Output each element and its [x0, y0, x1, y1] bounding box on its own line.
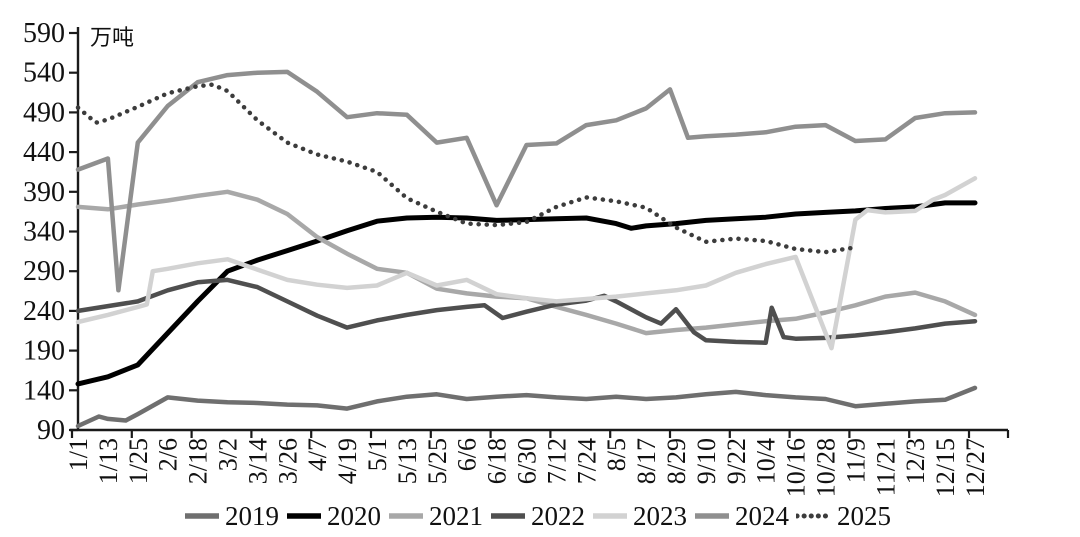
series-line-2019 — [75, 385, 978, 429]
x-tick-label: 6/30 — [513, 438, 542, 484]
series-line-2020 — [75, 200, 978, 387]
series-line-2024 — [75, 69, 978, 293]
x-tick-label: 10/28 — [812, 438, 841, 497]
legend-item-2024: 2024 — [694, 499, 794, 533]
x-tick-label: 5/13 — [393, 438, 422, 484]
y-tick-label: 490 — [23, 97, 65, 128]
x-tick-label: 7/24 — [572, 438, 601, 484]
legend-label-2025: 2025 — [837, 501, 891, 531]
legend-label-2019: 2019 — [225, 501, 279, 531]
x-tick-label: 6/6 — [453, 438, 482, 471]
x-tick-label: 5/1 — [363, 438, 392, 471]
series-line-2023 — [75, 176, 978, 351]
y-tick-label: 290 — [23, 256, 65, 287]
legend-item-2023: 2023 — [592, 499, 692, 533]
x-tick-label: 9/22 — [722, 438, 751, 484]
x-tick-label: 1/13 — [94, 438, 123, 484]
x-tick-label: 8/17 — [632, 438, 661, 484]
x-tick-label: 8/5 — [602, 438, 631, 471]
y-tick-label: 140 — [23, 375, 65, 406]
x-tick-label: 8/29 — [662, 438, 691, 484]
y-axis-labels: 90 140 190 240 290 340 390 440 490 540 590 — [23, 18, 65, 446]
y-tick-label: 190 — [23, 336, 65, 367]
legend-swatch-2022 — [491, 513, 525, 519]
legend-label-2022: 2022 — [531, 501, 585, 531]
y-tick-label: 240 — [23, 296, 65, 327]
legend-swatch-2023 — [593, 513, 627, 519]
y-tick-label: 540 — [23, 58, 65, 89]
x-tick-label: 10/4 — [752, 438, 781, 484]
x-tick-label: 12/27 — [961, 438, 990, 497]
legend-item-2019: 2019 — [184, 499, 284, 533]
x-tick-label: 6/18 — [483, 438, 512, 484]
x-tick-label: 4/7 — [303, 438, 332, 471]
series-line-2025 — [75, 82, 858, 255]
chart-legend: 2019 2020 2021 2022 2023 2024 2025 — [0, 499, 1080, 533]
legend-label-2024: 2024 — [735, 501, 789, 531]
y-tick-label: 340 — [23, 217, 65, 248]
legend-item-2020: 2020 — [286, 499, 386, 533]
x-tick-label: 1/1 — [64, 438, 93, 471]
legend-swatch-2021 — [389, 513, 423, 519]
x-tick-label: 11/9 — [841, 438, 870, 483]
y-tick-label: 90 — [37, 415, 65, 446]
legend-swatch-2020 — [287, 513, 321, 519]
x-tick-label: 3/14 — [243, 438, 272, 484]
x-tick-label: 2/6 — [154, 438, 183, 471]
x-axis-labels: 1/1 1/13 1/25 2/6 2/18 3/2 3/14 3/26 4/7 4/19 5/1 5… — [64, 438, 990, 497]
legend-label-2023: 2023 — [633, 501, 687, 531]
x-tick-label: 4/19 — [333, 438, 362, 484]
x-tick-label: 12/15 — [931, 438, 960, 497]
legend-item-2025: 2025 — [796, 499, 896, 533]
x-tick-label: 1/25 — [124, 438, 153, 484]
x-tick-label: 3/26 — [273, 438, 302, 484]
y-tick-label: 440 — [23, 137, 65, 168]
y-tick-label: 390 — [23, 177, 65, 208]
x-tick-label: 11/21 — [871, 438, 900, 496]
legend-swatch-2025 — [796, 513, 832, 519]
x-tick-label: 3/2 — [214, 438, 243, 471]
legend-label-2020: 2020 — [327, 501, 381, 531]
axes — [69, 27, 1010, 438]
x-tick-label: 2/18 — [184, 438, 213, 484]
legend-item-2022: 2022 — [490, 499, 590, 533]
x-tick-label: 5/25 — [423, 438, 452, 484]
legend-swatch-2019 — [185, 513, 219, 519]
x-tick-label: 7/12 — [542, 438, 571, 484]
legend-item-2021: 2021 — [388, 499, 488, 533]
legend-swatch-2024 — [695, 513, 729, 519]
y-axis-unit-label: 万吨 — [90, 25, 135, 50]
legend-label-2021: 2021 — [429, 501, 483, 531]
y-tick-label: 590 — [23, 18, 65, 49]
x-tick-label: 10/16 — [782, 438, 811, 497]
x-tick-label: 9/10 — [692, 438, 721, 484]
x-tick-label: 12/3 — [901, 438, 930, 484]
